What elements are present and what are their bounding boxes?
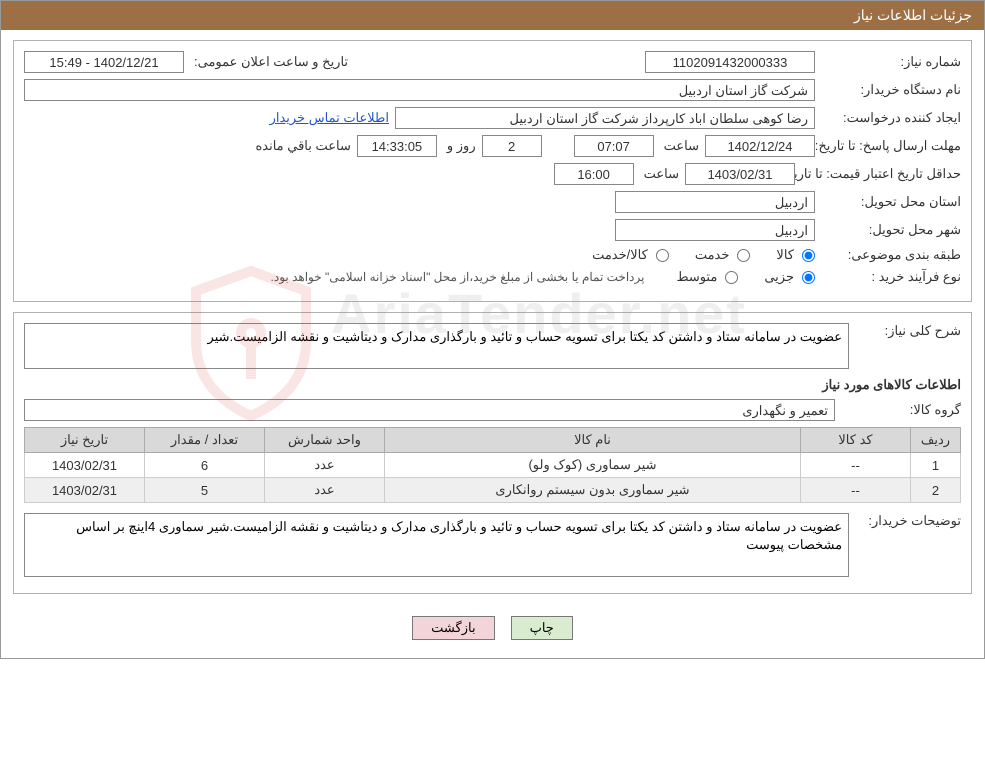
col-qty: تعداد / مقدار — [145, 428, 265, 453]
description-field — [24, 323, 849, 369]
class-radio-group: کالا خدمت کالا/خدمت — [572, 247, 815, 263]
col-unit: واحد شمارش — [265, 428, 385, 453]
class-label: طبقه بندی موضوعی: — [821, 247, 961, 263]
group-field: تعمیر و نگهداری — [24, 399, 835, 421]
main-container: AriaTender.net جزئیات اطلاعات نیاز شماره… — [0, 0, 985, 659]
requester-label: ایجاد کننده درخواست: — [821, 110, 961, 126]
class-service-label: خدمت — [695, 247, 730, 263]
validity-time: 16:00 — [554, 163, 634, 185]
return-button[interactable]: بازگشت — [412, 616, 494, 640]
header-title: جزئیات اطلاعات نیاز — [854, 7, 972, 23]
city-field: اردبیل — [615, 219, 815, 241]
group-label: گروه کالا: — [841, 402, 961, 418]
buyer-notes-label: توضیحات خریدار: — [855, 513, 961, 529]
col-row: ردیف — [911, 428, 961, 453]
city-label: شهر محل تحویل: — [821, 222, 961, 238]
need-number-label: شماره نیاز: — [821, 54, 961, 70]
deadline-date: 1402/12/24 — [705, 135, 815, 157]
announce-value: 1402/12/21 - 15:49 — [24, 51, 184, 73]
deadline-time: 07:07 — [574, 135, 654, 157]
class-goods-service-label: کالا/خدمت — [592, 247, 648, 263]
details-section: شرح کلی نیاز: اطلاعات کالاهای مورد نیاز … — [13, 312, 972, 594]
class-goods-label: کالا — [776, 247, 794, 263]
days-remaining: 2 — [482, 135, 542, 157]
items-table: ردیف کد کالا نام کالا واحد شمارش تعداد /… — [24, 427, 961, 503]
announce-label: تاریخ و ساعت اعلان عمومی: — [190, 54, 348, 70]
requester-field: رضا کوهی سلطان اباد کارپرداز شرکت گاز اس… — [395, 107, 815, 129]
print-button[interactable]: چاپ — [511, 616, 573, 640]
col-code: کد کالا — [801, 428, 911, 453]
province-label: استان محل تحویل: — [821, 194, 961, 210]
process-label: نوع فرآیند خرید : — [821, 269, 961, 285]
buyer-notes-field — [24, 513, 849, 577]
time-remaining: 14:33:05 — [357, 135, 437, 157]
need-number-field: 1102091432000333 — [645, 51, 815, 73]
time-label-2: ساعت — [640, 166, 679, 182]
buyer-org-label: نام دستگاه خریدار: — [821, 82, 961, 98]
process-medium-label: متوسط — [676, 269, 717, 285]
time-remaining-label: ساعت باقي مانده — [251, 138, 350, 154]
description-label: شرح کلی نیاز: — [855, 323, 961, 339]
process-medium-radio[interactable] — [725, 271, 738, 284]
buyer-org-field: شرکت گاز استان اردبیل — [24, 79, 815, 101]
class-goods-service-radio[interactable] — [656, 249, 669, 262]
col-name: نام کالا — [385, 428, 801, 453]
deadline-label: مهلت ارسال پاسخ: تا تاریخ: — [821, 138, 961, 154]
info-section: شماره نیاز: 1102091432000333 تاریخ و ساع… — [13, 40, 972, 302]
validity-label: حداقل تاریخ اعتبار قیمت: تا تاریخ: — [801, 166, 961, 182]
validity-date: 1403/02/31 — [685, 163, 795, 185]
process-minor-label: جزیی — [764, 269, 794, 285]
table-row: 2 -- شیر سماوری بدون سیستم روانکاری عدد … — [25, 478, 961, 503]
process-minor-radio[interactable] — [802, 271, 815, 284]
items-title: اطلاعات کالاهای مورد نیاز — [24, 377, 961, 393]
province-field: اردبیل — [615, 191, 815, 213]
process-radio-group: جزیی متوسط — [656, 269, 815, 285]
days-label: روز و — [443, 138, 476, 154]
table-row: 1 -- شیر سماوری (کوک ولو) عدد 6 1403/02/… — [25, 453, 961, 478]
footer-buttons: چاپ بازگشت — [1, 604, 984, 658]
class-service-radio[interactable] — [737, 249, 750, 262]
col-date: تاریخ نیاز — [25, 428, 145, 453]
time-label-1: ساعت — [660, 138, 699, 154]
process-note: پرداخت تمام یا بخشی از مبلغ خرید،از محل … — [271, 270, 645, 284]
class-goods-radio[interactable] — [802, 249, 815, 262]
contact-link[interactable]: اطلاعات تماس خریدار — [270, 110, 389, 126]
header-bar: جزئیات اطلاعات نیاز — [1, 1, 984, 30]
